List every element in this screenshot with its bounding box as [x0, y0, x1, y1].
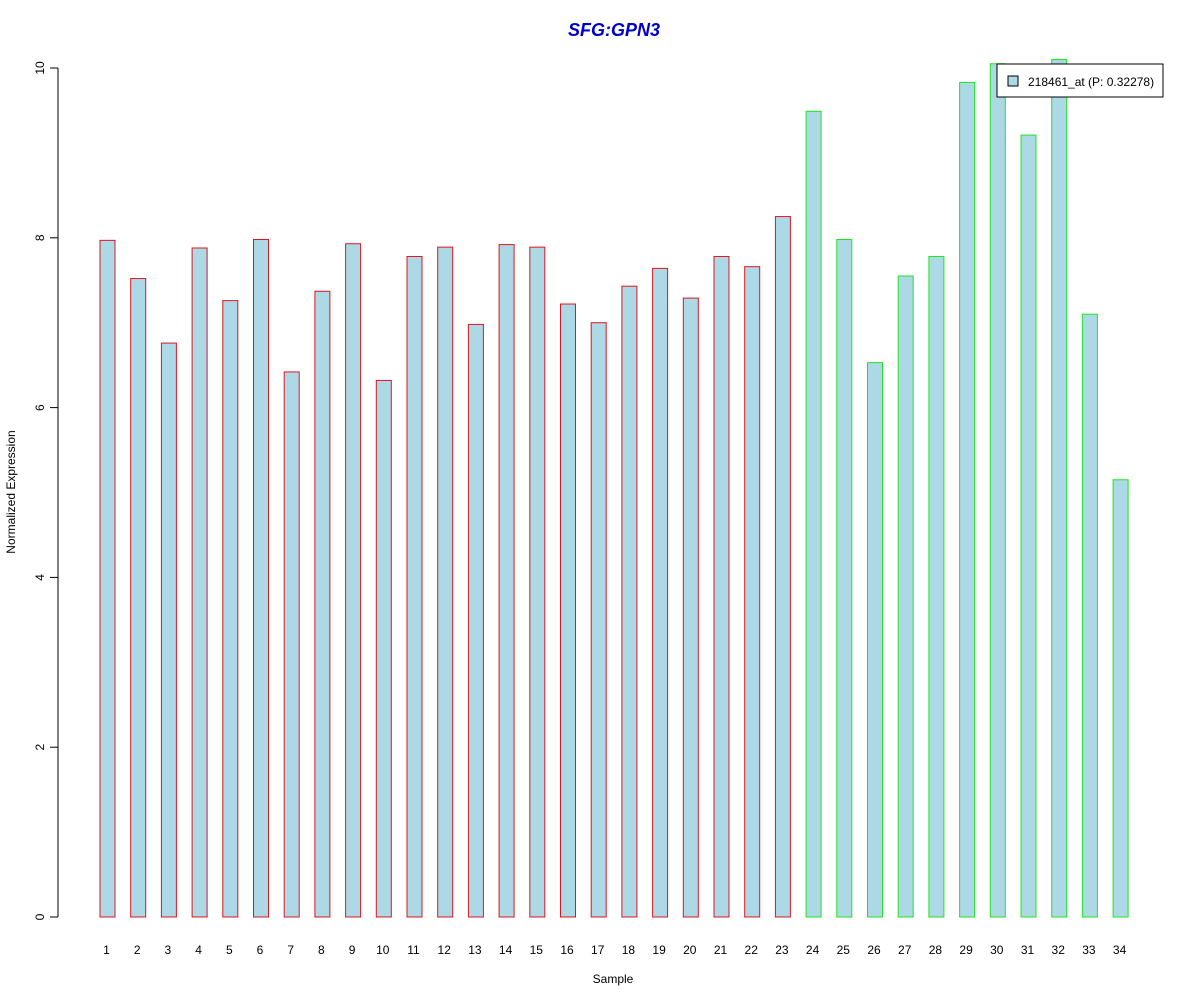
bar-sample-21 [713, 255, 730, 918]
bar-sample-30 [989, 63, 1006, 918]
bar-sample-23 [774, 216, 791, 918]
x-tick-label: 20 [683, 943, 697, 957]
legend: 218461_at (P: 0.32278) [996, 63, 1164, 98]
bar-sample-33 [1081, 313, 1098, 918]
bar-sample-20 [682, 297, 699, 918]
y-axis-label: Normalized Expression [4, 430, 18, 553]
bar-sample-7 [283, 371, 300, 918]
bar-sample-9 [345, 243, 362, 918]
bar-sample-4 [191, 247, 208, 918]
x-tick-label: 27 [898, 943, 912, 957]
x-tick-label: 15 [530, 943, 544, 957]
bar-sample-3 [160, 342, 177, 918]
x-tick-label: 13 [468, 943, 482, 957]
y-tick-label: 10 [33, 61, 47, 75]
x-tick-label: 28 [929, 943, 943, 957]
x-tick-label: 3 [165, 943, 172, 957]
bar-sample-25 [836, 238, 853, 918]
x-tick-label: 22 [745, 943, 759, 957]
x-tick-label: 18 [622, 943, 636, 957]
bar-sample-1 [99, 239, 116, 918]
x-tick-label: 29 [959, 943, 973, 957]
bar-sample-17 [590, 322, 607, 918]
y-tick-label: 6 [33, 404, 47, 411]
bar-sample-26 [867, 362, 883, 918]
x-tick-label: 26 [867, 943, 881, 957]
x-tick-label: 9 [349, 943, 356, 957]
x-tick-label: 6 [257, 943, 264, 957]
x-tick-label: 14 [499, 943, 513, 957]
y-tick-label: 2 [33, 744, 47, 751]
y-axis: 0 2 4 6 8 10 [33, 61, 59, 920]
x-tick-label: 21 [714, 943, 728, 957]
bar-sample-22 [744, 266, 761, 918]
bar-sample-19 [652, 267, 669, 918]
y-tick-label: 4 [33, 574, 47, 581]
x-tick-label: 16 [560, 943, 574, 957]
bar-sample-14 [498, 244, 515, 918]
x-tick-label: 17 [591, 943, 605, 957]
bar-sample-8 [314, 290, 331, 918]
chart-title: SFG:GPN3 [568, 20, 660, 40]
x-tick-label: 10 [376, 943, 390, 957]
x-tick-label: 8 [318, 943, 325, 957]
x-tick-label: 32 [1052, 943, 1066, 957]
bar-sample-27 [897, 275, 914, 918]
bar-sample-28 [928, 255, 945, 918]
legend-swatch [1007, 75, 1019, 87]
bar-sample-34 [1112, 479, 1129, 918]
bar-sample-32 [1051, 59, 1068, 918]
bar-sample-31 [1020, 134, 1037, 918]
x-tick-label: 7 [287, 943, 294, 957]
x-tick-label: 23 [775, 943, 789, 957]
x-tick-label: 4 [195, 943, 202, 957]
bar-sample-10 [375, 379, 392, 918]
x-tick-label: 31 [1021, 943, 1035, 957]
y-tick-label: 8 [33, 234, 47, 241]
x-tick-label: 24 [806, 943, 820, 957]
bar-sample-5 [222, 300, 239, 918]
bar-sample-2 [130, 278, 147, 918]
bar-sample-18 [621, 285, 638, 918]
bar-sample-13 [467, 323, 484, 918]
x-tick-labels: 1 2 3 4 5 6 7 8 9 10 11 12 13 14 15 16 17 18 19 20 21 22 23 24 2… [103, 943, 1126, 957]
x-tick-label: 12 [438, 943, 452, 957]
bar-sample-29 [959, 81, 976, 918]
x-tick-label: 19 [652, 943, 666, 957]
bar-sample-11 [406, 255, 423, 918]
x-tick-label: 11 [407, 943, 420, 957]
x-tick-label: 2 [134, 943, 141, 957]
x-tick-label: 33 [1082, 943, 1096, 957]
x-tick-label: 25 [837, 943, 851, 957]
x-axis-label: Sample [593, 972, 634, 986]
x-tick-label: 1 [103, 943, 110, 957]
bar-sample-16 [560, 303, 576, 918]
x-tick-label: 30 [990, 943, 1004, 957]
x-tick-label: 5 [226, 943, 233, 957]
bar-sample-15 [529, 246, 546, 918]
bar-sample-24 [805, 110, 822, 918]
bar-sample-12 [437, 246, 454, 918]
bar-sample-6 [253, 238, 269, 918]
bars-group [99, 59, 1129, 918]
legend-box [996, 63, 1164, 98]
y-tick-label: 0 [33, 913, 47, 920]
x-tick-label: 34 [1113, 943, 1127, 957]
legend-label: 218461_at (P: 0.32278) [1028, 75, 1154, 89]
